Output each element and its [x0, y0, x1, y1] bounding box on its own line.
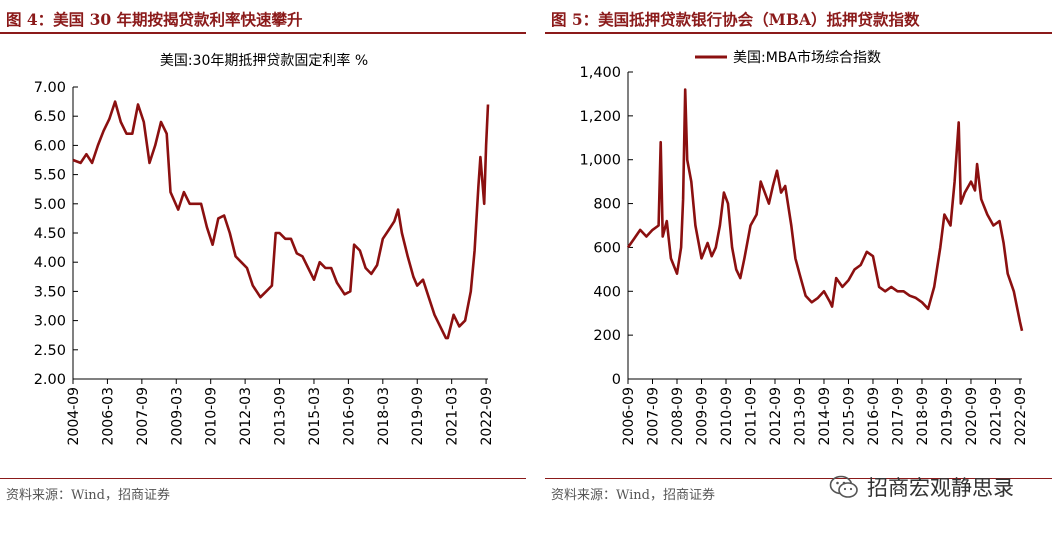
mba-series-line	[626, 88, 1024, 332]
wechat-icon	[829, 475, 858, 498]
mba-index-chart: 美国:MBA市场综合指数 0 200 400 600 800 1,000 1,200 1,40…	[579, 49, 1029, 446]
rate-y-tick-label: 6.50	[34, 109, 66, 125]
rate-y-tick-label: 4.00	[34, 255, 66, 271]
legend: 美国:MBA市场综合指数	[695, 49, 881, 66]
rate-x-tick-label: 2010-09	[204, 387, 220, 446]
mba-y-tick-label: 800	[593, 197, 621, 213]
mba-x-tick-label: 2007-09	[645, 387, 661, 446]
watermark: 招商宏观静思录	[829, 472, 1014, 502]
rate-x-tick-label: 2013-09	[273, 387, 289, 446]
rate-y-tick-label: 2.50	[34, 343, 66, 359]
rate-y-tick-label: 5.00	[34, 197, 66, 213]
mba-x-tick-label: 2012-09	[768, 387, 784, 446]
rate-series-line	[72, 100, 490, 340]
mba-y-tick-label: 600	[593, 240, 621, 256]
chart-title: 美国:30年期抵押贷款固定利率 %	[160, 52, 368, 69]
rate-y-tick-label: 7.00	[34, 80, 66, 96]
figure-4-title-rule	[0, 32, 526, 34]
mba-y-tick-label: 1,200	[579, 109, 621, 125]
rate-y-tick-label: 2.00	[34, 372, 66, 388]
mba-x-tick-label: 2022-09	[1013, 387, 1029, 446]
rate-x-tick-label: 2015-03	[307, 387, 323, 446]
rate-x-tick-label: 2018-03	[376, 387, 392, 446]
figure-5-source-rule	[545, 478, 1052, 479]
mba-x-tick-label: 2013-09	[792, 387, 808, 446]
rate-x-tick-label: 2016-09	[341, 387, 357, 446]
rate-x-tick-label: 2019-09	[410, 387, 426, 446]
mba-x-tick-label: 2018-09	[915, 387, 931, 446]
rate-y-tick-label: 6.00	[34, 138, 66, 154]
rate-y-tick-label: 4.50	[34, 226, 66, 242]
mba-x-tick-label: 2009-09	[694, 387, 710, 446]
mba-x-tick-label: 2020-09	[964, 387, 980, 446]
mba-x-tick-label: 2011-09	[743, 387, 759, 446]
mba-y-tick-label: 1,400	[579, 65, 621, 81]
rate-x-tick-label: 2022-09	[479, 387, 495, 446]
mba-x-tick-label: 2016-09	[866, 387, 882, 446]
mba-x-tick-label: 2015-09	[841, 387, 857, 446]
figure-5-panel: 图 5：美国抵押贷款银行协会（MBA）抵押贷款指数 美国:MBA市场综合指数 0…	[545, 0, 1052, 533]
watermark-text: 招商宏观静思录	[867, 476, 1014, 500]
rate-y-tick-label: 3.00	[34, 314, 66, 330]
mba-x-tick-label: 2006-09	[621, 387, 637, 446]
rate-x-tick-label: 2006-03	[100, 387, 116, 446]
mba-x-tick-label: 2008-09	[670, 387, 686, 446]
mba-x-tick-label: 2014-09	[817, 387, 833, 446]
mba-y-tick-label: 200	[593, 328, 621, 344]
figure-4-title: 图 4：美国 30 年期按揭贷款利率快速攀升	[6, 10, 303, 29]
figure-5-title: 图 5：美国抵押贷款银行协会（MBA）抵押贷款指数	[551, 10, 920, 29]
figure-5-title-rule	[545, 32, 1052, 34]
figure-4-source-rule	[0, 478, 526, 479]
mortgage-rate-chart: 美国:30年期抵押贷款固定利率 % 2.00 2.50 3.00 3.50 4.00 4.…	[34, 52, 495, 446]
rate-y-tick-label: 5.50	[34, 168, 66, 184]
rate-x-tick-label: 2012-03	[238, 387, 254, 446]
mba-x-tick-label: 2019-09	[939, 387, 955, 446]
rate-x-tick-label: 2004-09	[66, 387, 82, 446]
rate-x-tick-label: 2007-09	[135, 387, 151, 446]
mba-y-tick-label: 1,000	[579, 153, 621, 169]
mba-y-tick-label: 400	[593, 284, 621, 300]
mba-x-tick-label: 2017-09	[890, 387, 906, 446]
rate-y-tick-label: 3.50	[34, 284, 66, 300]
legend-label: 美国:MBA市场综合指数	[733, 49, 881, 66]
mba-x-tick-label: 2021-09	[988, 387, 1004, 446]
rate-x-tick-label: 2021-03	[445, 387, 461, 446]
figure-4-source: 资料来源：Wind，招商证券	[6, 488, 170, 503]
mba-y-tick-label: 0	[612, 372, 621, 388]
mba-x-tick-label: 2010-09	[719, 387, 735, 446]
rate-x-tick-label: 2009-03	[169, 387, 185, 446]
figure-5-source: 资料来源：Wind，招商证券	[551, 488, 715, 503]
figure-4-panel: 图 4：美国 30 年期按揭贷款利率快速攀升 美国:30年期抵押贷款固定利率 %…	[0, 10, 526, 503]
